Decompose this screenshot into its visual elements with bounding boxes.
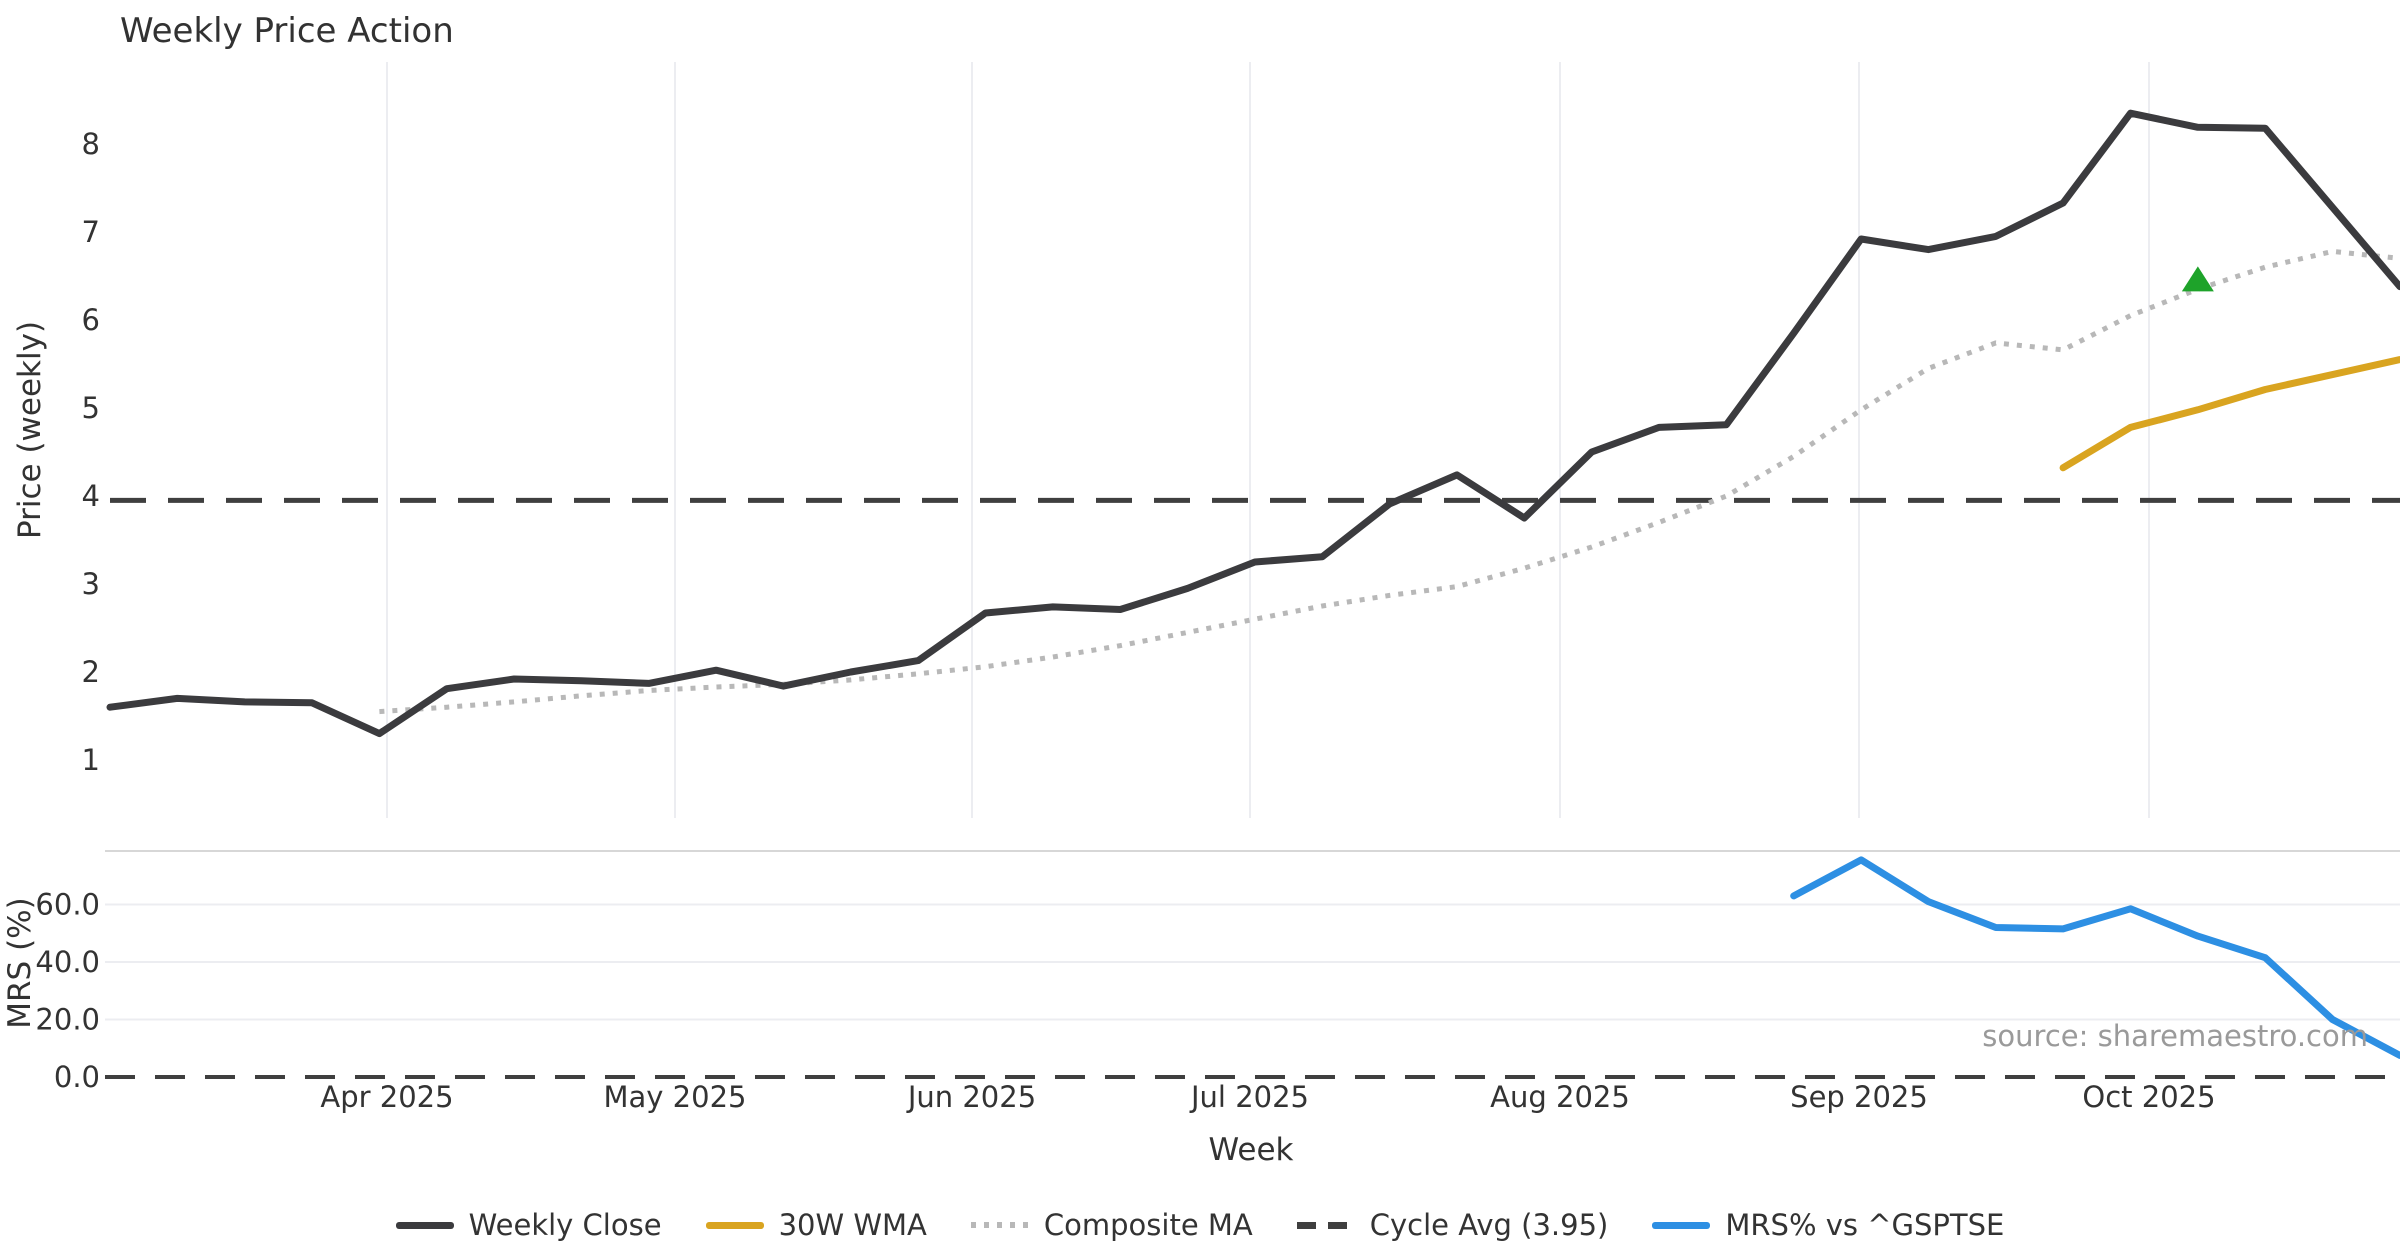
mrs-axis-label: MRS (%) bbox=[2, 897, 38, 1028]
legend: Weekly Close 30W WMA Composite MA Cycle Avg… bbox=[0, 1208, 2400, 1242]
price-tick-label: 4 bbox=[82, 479, 100, 513]
x-axis-label: Week bbox=[1209, 1132, 1294, 1168]
price-tick-label: 1 bbox=[82, 743, 100, 777]
legend-label: Composite MA bbox=[1043, 1208, 1253, 1242]
mrs-tick-label: 20.0 bbox=[35, 1003, 100, 1037]
legend-swatch-solid bbox=[395, 1221, 454, 1229]
mrs-line bbox=[1790, 856, 2400, 1059]
legend-swatch-dashed bbox=[1296, 1221, 1355, 1229]
legend-item-weekly-close[interactable]: Weekly Close bbox=[395, 1208, 662, 1242]
x-tick-label: May 2025 bbox=[604, 1080, 747, 1114]
signal-triangle-marker bbox=[2181, 266, 2214, 292]
page-title: Weekly Price Action bbox=[120, 11, 454, 51]
legend-swatch-solid bbox=[1652, 1221, 1711, 1229]
legend-label: MRS% vs ^GSPTSE bbox=[1725, 1208, 2005, 1242]
mrs-tick-label: 60.0 bbox=[35, 888, 100, 922]
price-tick-label: 5 bbox=[82, 391, 100, 425]
legend-item-30w-wma[interactable]: 30W WMA bbox=[705, 1208, 927, 1242]
mrs-tick-label: 40.0 bbox=[35, 945, 100, 979]
legend-item-mrs-vs-gsptse[interactable]: MRS% vs ^GSPTSE bbox=[1652, 1208, 2004, 1242]
mrs-tick-label: 0.0 bbox=[54, 1060, 100, 1094]
price-tick-label: 2 bbox=[82, 655, 100, 689]
price-tick-label: 8 bbox=[82, 127, 100, 161]
price-tick-label: 6 bbox=[82, 303, 100, 337]
weekly-close-line bbox=[106, 109, 2400, 738]
x-tick-label: Sep 2025 bbox=[1790, 1080, 1928, 1114]
legend-swatch-solid bbox=[705, 1221, 764, 1229]
x-tick-label: Jun 2025 bbox=[906, 1080, 1036, 1114]
legend-label: Weekly Close bbox=[468, 1208, 662, 1242]
price-axis-label: Price (weekly) bbox=[12, 321, 48, 539]
x-tick-label: Jul 2025 bbox=[1189, 1080, 1309, 1114]
wma-line bbox=[2059, 356, 2400, 472]
legend-item-cycle-avg-3-95[interactable]: Cycle Avg (3.95) bbox=[1296, 1208, 1609, 1242]
chart-graphics: Apr 2025 May 2025 Jun 2025 Jul 2025 Aug 2025… bbox=[35, 62, 2400, 1114]
x-tick-label: Apr 2025 bbox=[320, 1080, 453, 1114]
price-tick-label: 3 bbox=[82, 567, 100, 601]
composite-ma-line bbox=[379, 248, 2400, 715]
x-tick-label: Oct 2025 bbox=[2082, 1080, 2215, 1114]
legend-label: 30W WMA bbox=[778, 1208, 927, 1242]
x-tick-label: Aug 2025 bbox=[1490, 1080, 1630, 1114]
source-credit: source: sharemaestro.com bbox=[1982, 1019, 2368, 1053]
price-tick-label: 7 bbox=[82, 215, 100, 249]
legend-item-composite-ma[interactable]: Composite MA bbox=[970, 1208, 1253, 1242]
legend-label: Cycle Avg (3.95) bbox=[1369, 1208, 1609, 1242]
legend-swatch-dotted bbox=[970, 1222, 1029, 1228]
